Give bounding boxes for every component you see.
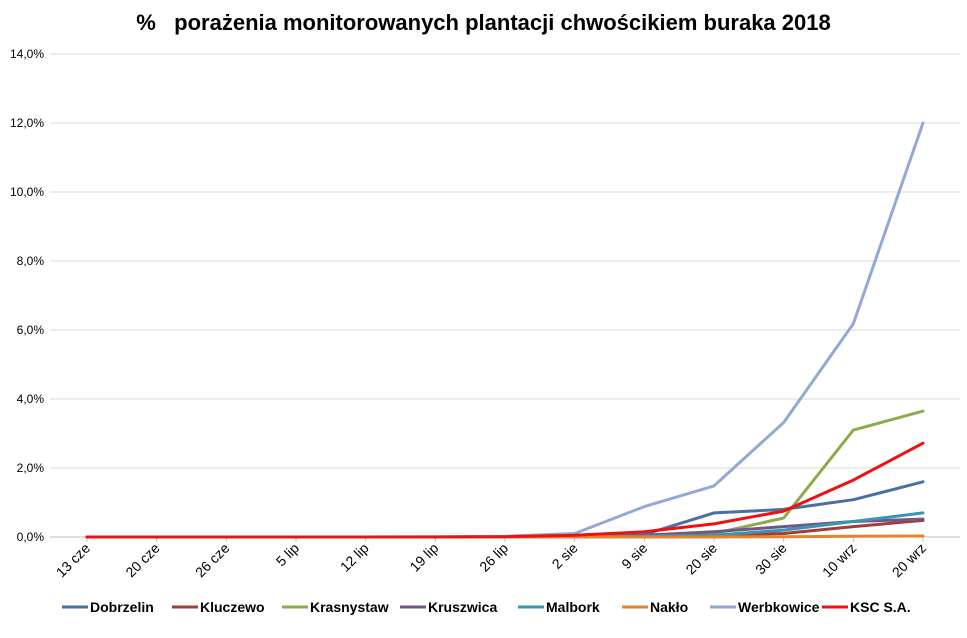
x-tick-label: 13 cze — [53, 540, 94, 581]
y-tick-label: 10,0% — [10, 185, 44, 199]
legend-label: Krasnystaw — [310, 599, 389, 615]
y-tick-label: 0,0% — [17, 530, 45, 544]
y-tick-label: 6,0% — [17, 323, 45, 337]
x-tick-label: 20 cze — [122, 540, 163, 581]
y-tick-label: 12,0% — [10, 116, 44, 130]
x-tick-label: 5 lip — [273, 540, 303, 570]
y-tick-label: 2,0% — [17, 461, 45, 475]
x-tick-label: 20 wrz — [889, 540, 929, 580]
legend-label: Kruszwica — [428, 599, 497, 615]
y-tick-label: 4,0% — [17, 392, 45, 406]
series-line — [85, 409, 925, 539]
axes: 0,0% 2,0% 4,0% 6,0% 8,0% 10,0% 12,0% 14,0% 13 cz… — [10, 47, 929, 580]
legend-label: Kluczewo — [200, 599, 265, 615]
x-tick-label: 19 lip — [406, 540, 441, 575]
legend: Dobrzelin Kluczewo Krasnystaw Kruszwica Malb… — [62, 599, 911, 615]
x-tick-label: 26 cze — [192, 540, 233, 581]
x-tick-label: 26 lip — [476, 540, 511, 575]
series-line — [85, 441, 925, 539]
x-tick-label: 2 sie — [549, 540, 581, 572]
x-tick-label: 10 wrz — [819, 540, 859, 580]
x-tick-label: 20 sie — [682, 540, 720, 578]
x-tick-label: 9 sie — [618, 540, 650, 572]
legend-label: Werbkowice — [738, 599, 820, 615]
legend-label: Dobrzelin — [90, 599, 154, 615]
y-tick-label: 14,0% — [10, 47, 44, 61]
y-tick-label: 8,0% — [17, 254, 45, 268]
series-lines — [85, 121, 925, 539]
chart-title: % porażenia monitorowanych plantacji chw… — [136, 10, 831, 35]
x-tick-label: 30 sie — [752, 540, 790, 578]
legend-label: KSC S.A. — [850, 599, 911, 615]
legend-label: Malbork — [546, 599, 600, 615]
x-tick-label: 12 lip — [337, 540, 372, 575]
legend-label: Nakło — [650, 599, 688, 615]
gridlines — [50, 53, 960, 538]
